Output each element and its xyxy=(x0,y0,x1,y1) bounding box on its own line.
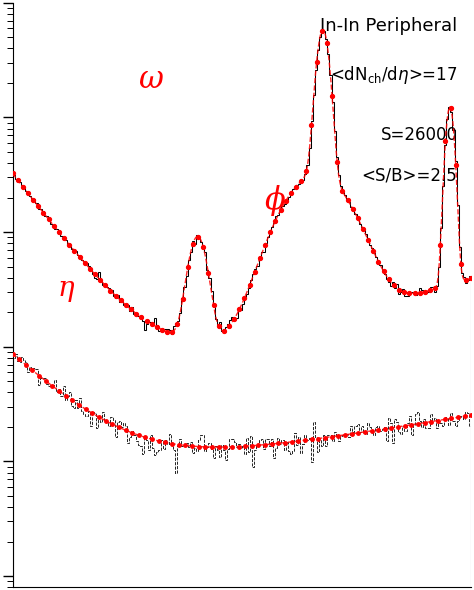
Text: <S/B>=2.5: <S/B>=2.5 xyxy=(362,166,457,185)
Text: η: η xyxy=(58,274,74,301)
Text: S=26000: S=26000 xyxy=(381,126,457,143)
Text: In-In Peripheral: In-In Peripheral xyxy=(320,17,457,35)
Text: <dN$_{\mathregular{ch}}$/d$\eta$>=17: <dN$_{\mathregular{ch}}$/d$\eta$>=17 xyxy=(330,64,457,86)
Text: ϕ: ϕ xyxy=(264,185,285,216)
Text: ω: ω xyxy=(138,64,163,95)
